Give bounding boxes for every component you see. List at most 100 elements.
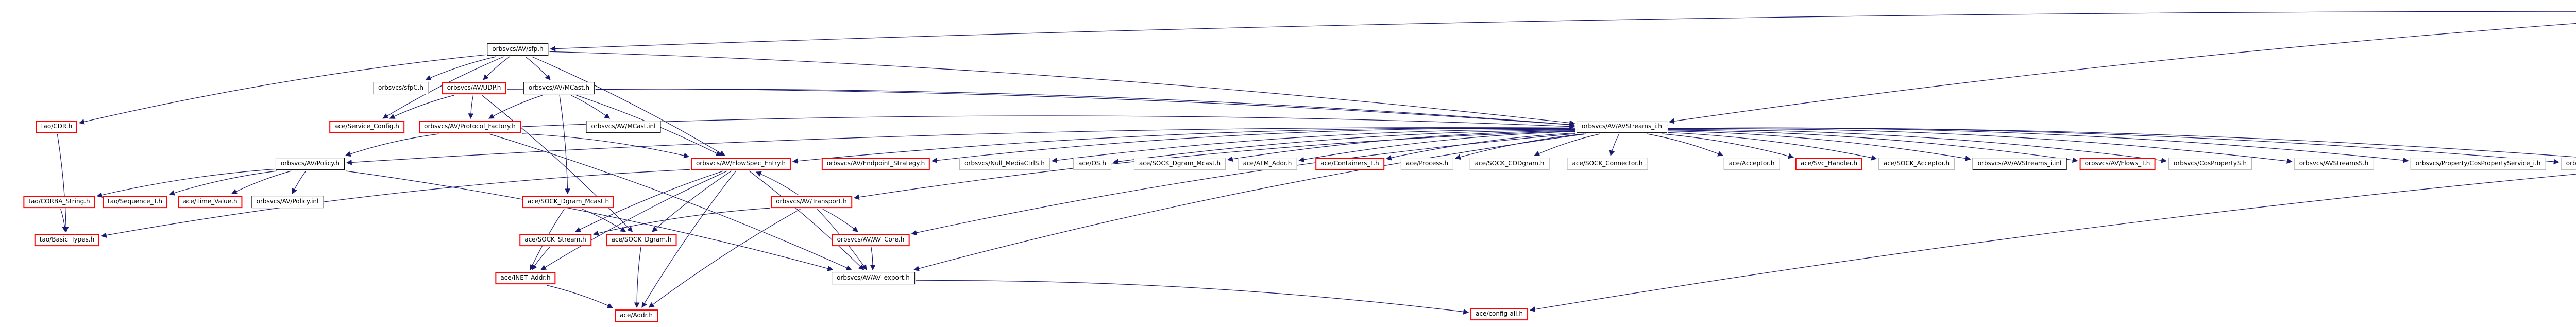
include-edge-sock_stream_h-to-inet_addr_h: [531, 247, 550, 270]
include-edge-inet_addr_h-to-ace_addr_h: [547, 285, 613, 308]
include-edge-av_mcast_h-to-av_mcast_inl: [571, 95, 611, 119]
include-edge-av_core_h-to-av_export_h: [870, 247, 876, 271]
graph-node-tao_cdr_h[interactable]: tao/CDR.h: [36, 121, 78, 133]
include-edge-avstreams_i_h-to-containers_t_h: [1385, 132, 1576, 161]
include-edge-av_mcast_h-to-sock_dgram_mcast_h: [559, 95, 570, 195]
graph-node-time_value_h[interactable]: ace/Time_Value.h: [178, 196, 243, 208]
graph-node-cosproperty_i_h: orbsvcs/Property/CosPropertyService_i.h: [2410, 158, 2546, 170]
include-edge-av_policy_h-to-corba_string_h: [96, 168, 275, 198]
graph-node-sock_connector_h: ace/SOCK_Connector.h: [1567, 158, 1648, 170]
include-edge-flowspec_entry_h-to-av_export_h: [749, 170, 865, 270]
graph-node-config_all_h[interactable]: ace/config-all.h: [1470, 308, 1528, 320]
include-edge-av_sfp_h-to-av_udp_h: [483, 56, 510, 80]
include-edge-avstreams_i_h-to-sock_acceptor_h: [1668, 132, 1877, 161]
graph-node-ace_os_h: ace/OS.h: [1073, 158, 1111, 170]
graph-node-protocol_factory_h[interactable]: orbsvcs/AV/Protocol_Factory.h: [419, 121, 521, 133]
include-edge-flowspec_entry_h-to-sock_dgram_h: [652, 170, 732, 232]
graph-node-sfpC_h: orbsvcs/sfpC.h: [372, 82, 429, 94]
graph-node-av_udp_h[interactable]: orbsvcs/AV/UDP.h: [442, 82, 506, 94]
include-edge-protocol_factory_h-to-flowspec_entry_h: [521, 133, 690, 159]
include-edge-av_transport_h-to-ace_addr_h: [648, 209, 801, 308]
include-edge-sock_dgram_mcast_h-to-sock_dgram_h: [582, 209, 626, 232]
include-edge-avstreams_i_h-to-endpoint_strategy_h: [931, 128, 1576, 163]
include-edge-av_policy_h-to-av_export_h: [345, 170, 834, 271]
graph-node-flowspec_entry_h[interactable]: orbsvcs/AV/FlowSpec_Entry.h: [690, 158, 791, 170]
include-edge-avstreams_i_h-to-sock_connector_h: [1609, 133, 1620, 157]
graph-node-sock_dgram_h[interactable]: ace/SOCK_Dgram.h: [606, 234, 677, 246]
graph-node-av_transport_h[interactable]: orbsvcs/AV/Transport.h: [771, 196, 852, 208]
graph-node-atm_addr_h: ace/ATM_Addr.h: [1238, 158, 1297, 170]
include-edge-avstreams_i_h-to-flowspec_entry_h: [792, 128, 1576, 164]
include-edge-avstreams_i_h-to-ace_os_h: [1112, 129, 1576, 165]
include-edge-avstreams_i_h-to-av_export_h: [913, 133, 1586, 271]
graph-node-avstreams_i_inl[interactable]: orbsvcs/AV/AVStreams_i.inl: [1972, 158, 2067, 170]
graph-node-sock_stream_h[interactable]: ace/SOCK_Stream.h: [519, 234, 591, 246]
graph-node-null_mediactrls_h: orbsvcs/Null_MediaCtrlS.h: [959, 158, 1050, 170]
include-edge-av_policy_h-to-time_value_h: [231, 170, 292, 194]
include-edge-av_udp_h-to-sock_dgram_h: [482, 95, 633, 232]
include-edge-avstreams_i_h-to-cospropertys_h: [1668, 129, 2167, 163]
graph-node-av_mcast_inl[interactable]: orbsvcs/AV/MCast.inl: [586, 121, 661, 133]
graph-node-flows_t_h[interactable]: orbsvcs/AV/Flows_T.h: [2079, 158, 2156, 170]
include-edge-protocol_factory_h-to-av_export_h: [489, 133, 852, 270]
include-edge-flowspec_entry_h-to-ace_addr_h: [641, 170, 736, 308]
graph-node-inet_addr_h[interactable]: ace/INET_Addr.h: [495, 272, 556, 284]
include-edge-av_sfp_h-to-flowspec_entry_h: [532, 56, 725, 156]
graph-node-cosnamingc_h: orbsvcs/CosNamingC.h: [2561, 158, 2576, 170]
include-edge-av_sfp_h-to-av_mcast_h: [525, 56, 551, 80]
include-edge-avstreams_i_h-to-av_policy_h: [346, 127, 1576, 165]
include-edge-avstreams_i_h-to-flows_t_h: [1668, 130, 2078, 163]
graph-node-corba_string_h[interactable]: tao/CORBA_String.h: [23, 196, 95, 208]
graph-node-service_config_h[interactable]: ace/Service_Config.h: [329, 121, 404, 133]
include-edge-avstreams_i_h-to-av_transport_h: [853, 130, 1576, 200]
graph-node-av_mcast_h[interactable]: orbsvcs/AV/MCast.h: [523, 82, 595, 94]
graph-node-av_policy_inl[interactable]: orbsvcs/AV/Policy.inl: [251, 196, 324, 208]
graph-node-cospropertys_h: orbsvcs/CosPropertyS.h: [2168, 158, 2252, 170]
graph-node-sequence_t_h[interactable]: tao/Sequence_T.h: [103, 196, 167, 208]
include-edge-av_mcast_h-to-protocol_factory_h: [488, 95, 543, 119]
graph-node-av_policy_h[interactable]: orbsvcs/AV/Policy.h: [275, 158, 345, 170]
graph-node-av_core_h[interactable]: orbsvcs/AV/AV_Core.h: [832, 234, 910, 246]
graph-node-containers_t_h[interactable]: ace/Containers_T.h: [1315, 158, 1384, 170]
graph-node-av_export_h[interactable]: orbsvcs/AV/AV_export.h: [832, 272, 915, 284]
include-edge-av_mcast_h-to-avstreams_i_h: [595, 89, 1575, 128]
include-edge-av_export_h-to-config_all_h: [916, 280, 1469, 315]
graph-node-acceptor_h: ace/Acceptor.h: [1723, 158, 1780, 170]
include-edge-avstreams_i_h-to-tao_debug_h: [1668, 127, 2576, 158]
graph-node-avstreams_i_h[interactable]: orbsvcs/AV/AVStreams_i.h: [1577, 121, 1667, 133]
include-edge-tao_debug_h-to-config_all_h: [1529, 174, 2576, 313]
include-edge-av_udp_h-to-service_config_h: [389, 95, 454, 119]
include-edge-corba_string_h-to-basic_types_h: [60, 209, 68, 233]
include-edge-sfp_cpp-to-avstreams_i_h: [1668, 23, 2576, 124]
include-edge-av_transport_h-to-flowspec_entry_h: [755, 171, 799, 195]
include-edge-av_udp_h-to-avstreams_i_h: [507, 88, 1575, 128]
graph-node-sock_dgram_mcast2: ace/SOCK_Dgram_Mcast.h: [1133, 158, 1226, 170]
include-edge-av_policy_h-to-sequence_t_h: [168, 170, 277, 196]
graph-node-sock_codgram_h: ace/SOCK_CODgram.h: [1469, 158, 1550, 170]
include-edge-avstreams_i_h-to-av_core_h: [911, 133, 1576, 236]
graph-node-av_sfp_h[interactable]: orbsvcs/AV/sfp.h: [487, 43, 549, 56]
include-edge-av_sfp_h-to-avstreams_i_h: [549, 51, 1575, 126]
include-edge-tao_cdr_h-to-basic_types_h: [57, 133, 69, 233]
include-edge-sfp_cpp-to-av_sfp_h: [550, 11, 2576, 51]
graph-node-endpoint_strategy_h[interactable]: orbsvcs/AV/Endpoint_Strategy.h: [821, 158, 930, 170]
include-edge-avstreams_i_h-to-svc_handler_h: [1662, 133, 1794, 159]
graph-node-sock_dgram_mcast_h[interactable]: ace/SOCK_Dgram_Mcast.h: [522, 196, 615, 208]
graph-node-ace_addr_h[interactable]: ace/Addr.h: [615, 309, 658, 322]
include-edge-flowspec_entry_h-to-inet_addr_h: [540, 170, 727, 270]
graph-node-svc_handler_h[interactable]: ace/Svc_Handler.h: [1795, 158, 1863, 170]
include-edge-av_transport_h-to-sock_stream_h: [592, 208, 770, 236]
graph-node-basic_types_h[interactable]: tao/Basic_Types.h: [34, 234, 100, 246]
include-edge-avstreams_i_h-to-acceptor_h: [1647, 133, 1724, 157]
include-edge-flowspec_entry_h-to-basic_types_h: [100, 169, 690, 238]
include-edge-av_udp_h-to-protocol_factory_h: [468, 95, 474, 119]
include-edge-av_policy_h-to-av_policy_inl: [292, 170, 307, 194]
graph-node-avstreamss_h: orbsvcs/AVStreamsS.h: [2294, 158, 2374, 170]
include-edge-avstreams_i_h-to-avstreams_i_inl: [1668, 130, 1971, 161]
include-edge-av_transport_h-to-av_core_h: [822, 209, 858, 232]
include-edge-protocol_factory_h-to-avstreams_i_h: [521, 115, 1575, 129]
include-edge-avstreams_i_h-to-avstreamss_h: [1668, 128, 2293, 164]
include-edge-sock_dgram_h-to-ace_addr_h: [634, 247, 641, 308]
